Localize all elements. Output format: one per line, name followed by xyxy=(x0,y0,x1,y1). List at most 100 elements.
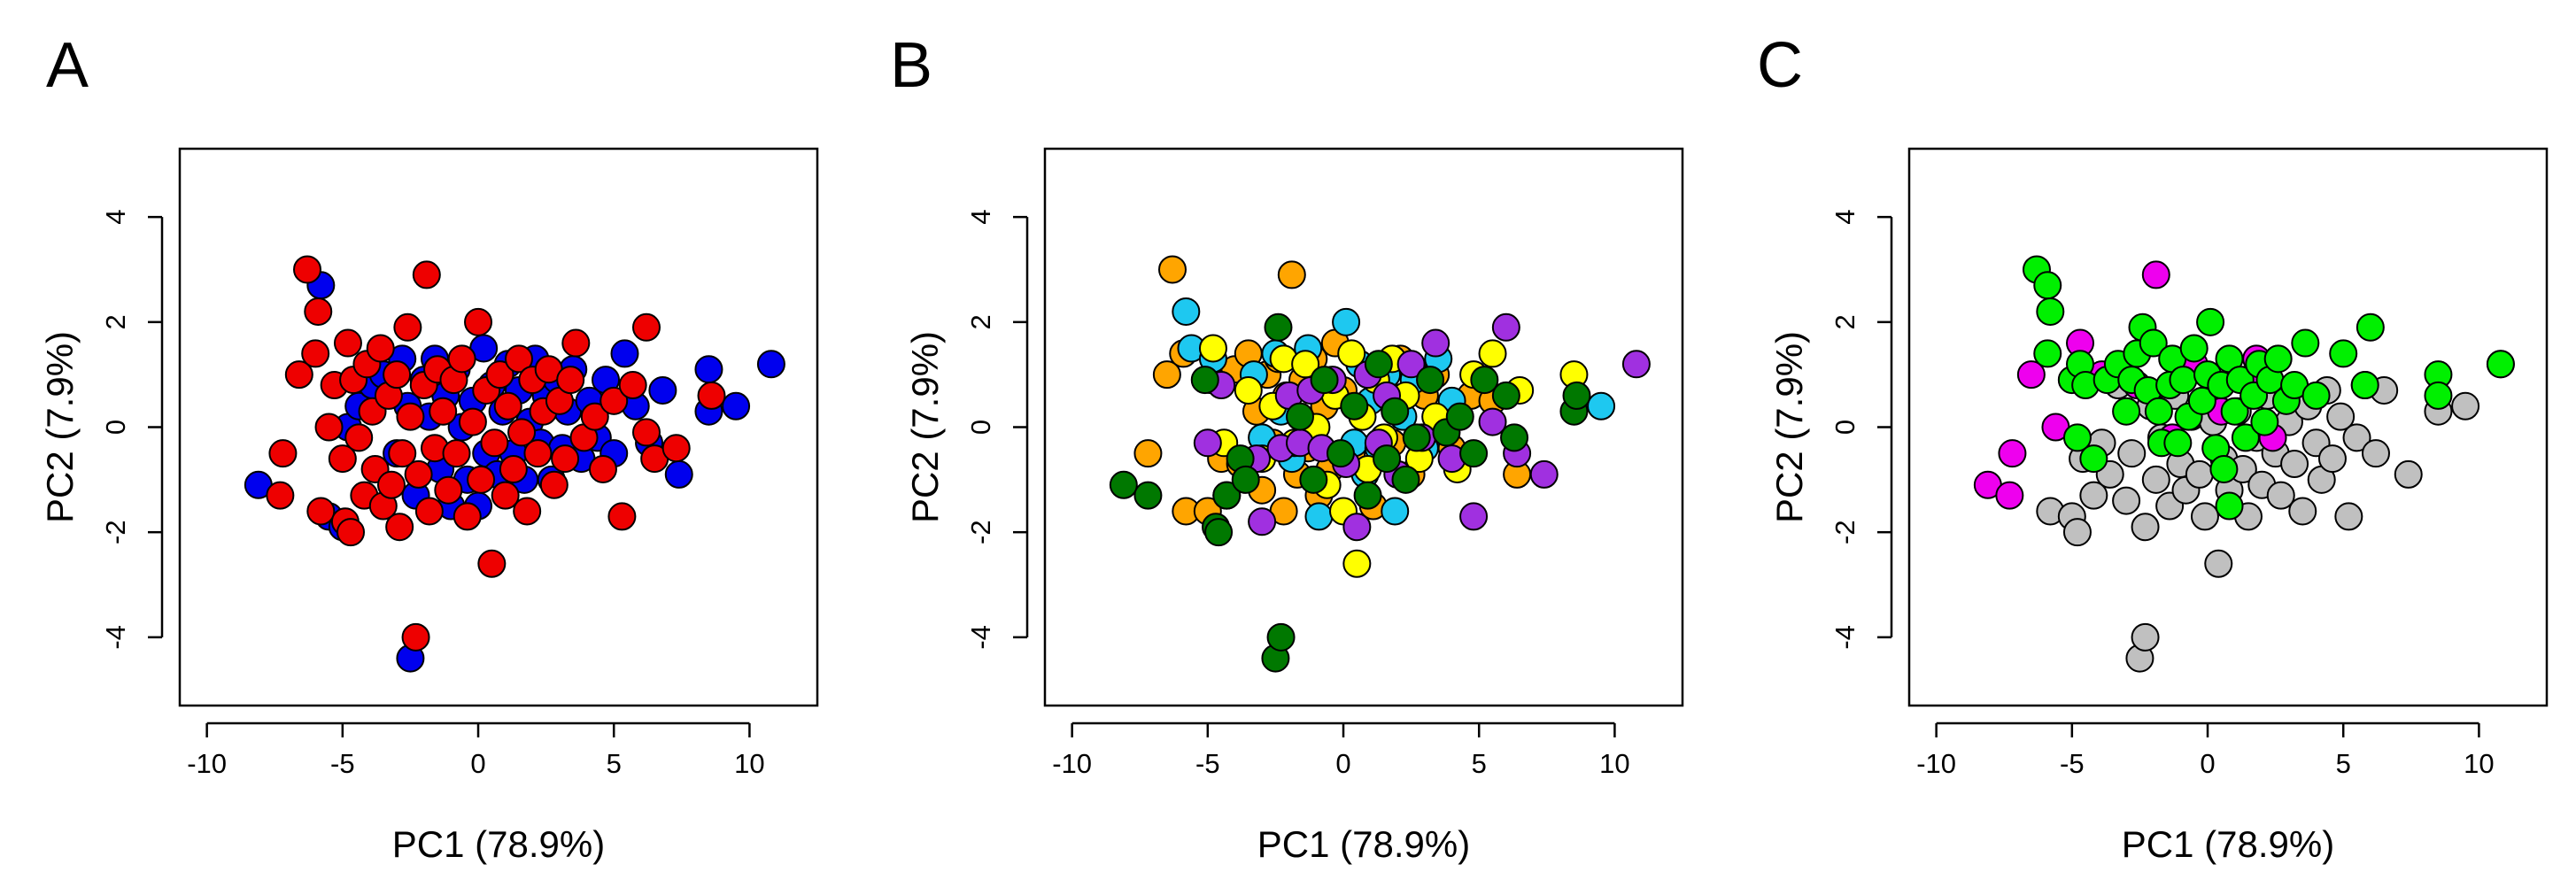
point-darkorchid xyxy=(1491,312,1520,342)
point-green xyxy=(2329,339,2358,368)
point-blue xyxy=(756,350,785,379)
point-darkorchid xyxy=(1248,507,1277,536)
point-yellow xyxy=(1337,339,1366,368)
point-deepskyblue xyxy=(1172,297,1201,326)
point-orange xyxy=(1158,255,1187,284)
panel-B: B -10 -5 0 5 10 -4 -2 0 2 4 PC1 (78.9%) PC2 (7.9%) xyxy=(890,30,1684,865)
point-red xyxy=(434,475,463,505)
point-red xyxy=(306,497,336,526)
point-red xyxy=(491,481,520,510)
point-red xyxy=(366,334,395,363)
x-tick-label: -10 xyxy=(1052,748,1092,779)
point-darkgreen xyxy=(1562,381,1591,410)
point-blue xyxy=(610,339,639,368)
points xyxy=(244,255,785,673)
panel-label: A xyxy=(46,30,89,101)
x-tick-label: 5 xyxy=(2336,748,2351,779)
point-darkorchid xyxy=(1529,459,1559,489)
point-darkgreen xyxy=(1364,350,1393,379)
point-red xyxy=(523,439,553,468)
point-darkorchid xyxy=(1396,350,1426,379)
point-darkorchid xyxy=(1459,502,1489,531)
point-red xyxy=(504,344,533,374)
point-darkgreen xyxy=(1373,444,1402,474)
point-darkorchid xyxy=(1421,328,1450,358)
point-red xyxy=(631,312,661,342)
point-darkgreen xyxy=(1500,423,1529,452)
point-red xyxy=(539,470,569,499)
point-red xyxy=(661,434,691,463)
point-gray xyxy=(2131,513,2160,542)
x-axis-title: PC1 (78.9%) xyxy=(2122,823,2334,865)
x-tick-label: 0 xyxy=(470,748,485,779)
point-green xyxy=(2291,328,2320,358)
point-green xyxy=(2062,423,2092,452)
point-green xyxy=(2179,334,2209,363)
x-axis-title: PC1 (78.9%) xyxy=(1257,823,1470,865)
point-red xyxy=(396,402,425,431)
point-green xyxy=(2215,491,2244,521)
point-red xyxy=(458,407,487,436)
x-tick-label: -5 xyxy=(1195,748,1220,779)
point-red xyxy=(344,423,374,452)
point-darkgreen xyxy=(1491,381,1520,410)
point-green xyxy=(2112,397,2141,426)
point-red xyxy=(499,454,528,483)
plot-frame xyxy=(1043,147,1684,707)
point-gray xyxy=(2204,549,2233,578)
point-blue xyxy=(722,391,751,420)
point-darkgreen xyxy=(1326,439,1355,468)
point-darkgreen xyxy=(1204,518,1234,547)
point-darkgreen xyxy=(1445,402,1474,431)
y-tick-label: 0 xyxy=(1830,420,1860,435)
panel-label: B xyxy=(890,30,932,101)
point-darkorchid xyxy=(1478,407,1507,436)
point-red xyxy=(464,307,493,336)
point-red xyxy=(485,360,514,390)
panel-A: A -10 -5 0 5 10 -4 -2 0 2 4 PC1 (78.9%) PC2 (7.9%) xyxy=(39,30,819,865)
points xyxy=(1973,255,2515,673)
point-green xyxy=(2263,344,2293,374)
y-tick-label: -4 xyxy=(1830,625,1860,650)
point-darkgreen xyxy=(1190,366,1219,395)
point-red xyxy=(467,465,496,494)
point-darkorchid xyxy=(1193,428,1222,458)
point-green xyxy=(2301,381,2331,410)
points xyxy=(1109,255,1651,673)
point-green xyxy=(2209,454,2239,483)
point-orange xyxy=(1277,260,1306,289)
point-gray xyxy=(2394,459,2423,489)
x-axis-title: PC1 (78.9%) xyxy=(392,823,605,865)
point-darkgreen xyxy=(1416,366,1445,395)
point-red xyxy=(404,459,433,489)
point-darkgreen xyxy=(1264,312,1293,342)
y-axis-title: PC2 (7.9%) xyxy=(39,331,81,523)
point-darkgreen xyxy=(1459,439,1489,468)
point-orange xyxy=(1152,360,1181,390)
point-darkgreen xyxy=(1391,465,1420,494)
point-deepskyblue xyxy=(1381,497,1410,526)
point-gray xyxy=(2112,486,2141,515)
plot-frame xyxy=(178,147,819,707)
point-red xyxy=(414,497,444,526)
point-green xyxy=(2139,328,2168,358)
point-green xyxy=(2033,339,2062,368)
point-gray xyxy=(2185,459,2214,489)
x-tick-label: -10 xyxy=(187,748,227,779)
point-gray xyxy=(2342,423,2371,452)
point-darkgreen xyxy=(1286,402,1314,431)
x-tick-label: 0 xyxy=(2200,748,2215,779)
point-darkgreen xyxy=(1266,622,1296,652)
point-gray xyxy=(2266,481,2295,510)
point-deepskyblue xyxy=(1304,502,1334,531)
point-red xyxy=(304,297,333,326)
point-red xyxy=(556,366,585,395)
y-tick-label: -2 xyxy=(100,520,131,544)
point-red xyxy=(607,502,637,531)
point-blue xyxy=(694,355,723,384)
y-axis-title: PC2 (7.9%) xyxy=(1768,331,1810,523)
point-gray xyxy=(2062,518,2092,547)
point-gray xyxy=(2190,502,2219,531)
point-red xyxy=(266,481,295,510)
point-darkgreen xyxy=(1402,423,1431,452)
